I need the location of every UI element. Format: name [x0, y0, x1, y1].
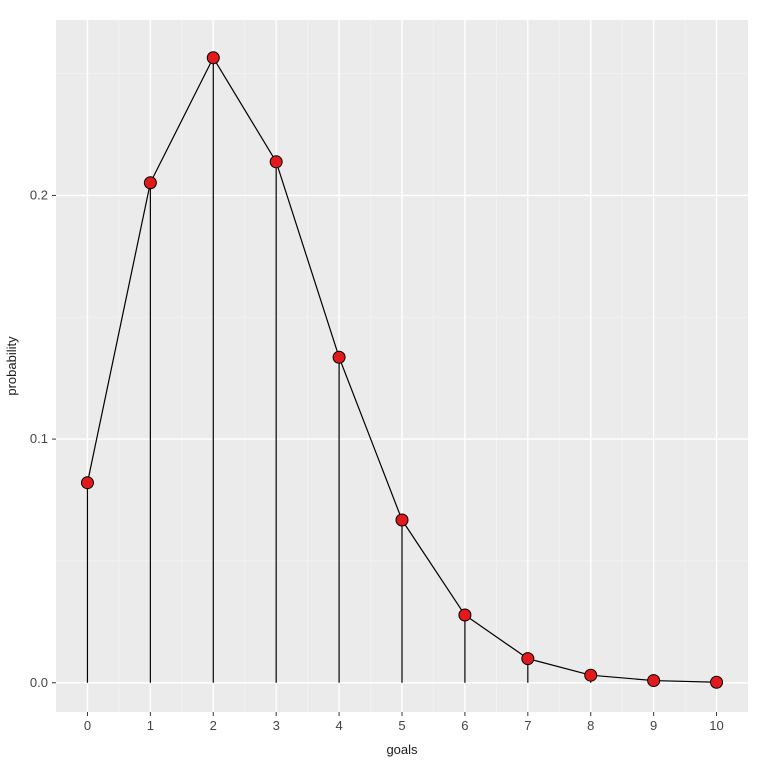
y-tick-label: 0.2 [30, 187, 48, 202]
x-axis-label: goals [386, 742, 418, 757]
x-tick-label: 5 [398, 718, 405, 733]
y-tick-label: 0.1 [30, 431, 48, 446]
x-tick-label: 3 [273, 718, 280, 733]
probability-chart: 0 1 2 3 4 5 6 7 8 9 10 0.0 0.1 0.2 goals probability [0, 0, 768, 768]
y-axis-label: probability [4, 336, 19, 396]
data-point [207, 52, 219, 64]
data-point [585, 669, 597, 681]
x-tick-label: 2 [210, 718, 217, 733]
data-point [81, 477, 93, 489]
x-tick-label: 1 [147, 718, 154, 733]
x-tick-label: 4 [335, 718, 342, 733]
data-point [459, 609, 471, 621]
data-point [711, 676, 723, 688]
chart-svg: 0 1 2 3 4 5 6 7 8 9 10 0.0 0.1 0.2 goals probability [0, 0, 768, 768]
x-tick-label: 9 [650, 718, 657, 733]
x-tick-label: 10 [709, 718, 723, 733]
data-point [396, 514, 408, 526]
x-tick-label: 7 [524, 718, 531, 733]
x-tick-label: 6 [461, 718, 468, 733]
data-point [144, 177, 156, 189]
data-point [333, 351, 345, 363]
y-tick-label: 0.0 [30, 675, 48, 690]
x-tick-label: 0 [84, 718, 91, 733]
data-point [648, 675, 660, 687]
data-point [522, 653, 534, 665]
data-point [270, 156, 282, 168]
x-tick-label: 8 [587, 718, 594, 733]
